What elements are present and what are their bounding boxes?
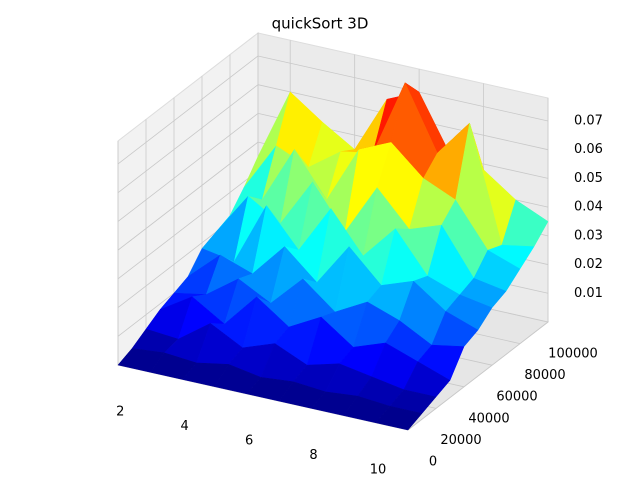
y-tick-label: 100000 bbox=[548, 347, 598, 362]
x-tick-label: 8 bbox=[309, 448, 317, 463]
y-tick-label: 0 bbox=[429, 455, 437, 470]
grid-line bbox=[117, 84, 259, 194]
z-tick-label: 0.06 bbox=[574, 142, 603, 157]
z-tick-label: 0.02 bbox=[574, 257, 603, 272]
grid-line bbox=[407, 321, 549, 431]
z-tick-label: 0.01 bbox=[574, 286, 603, 301]
z-tick-label: 0.04 bbox=[574, 200, 603, 215]
chart-title: quickSort 3D bbox=[272, 15, 369, 33]
x-tick-label: 2 bbox=[116, 405, 124, 420]
surface-cell bbox=[375, 405, 423, 431]
y-tick-label: 80000 bbox=[524, 368, 565, 383]
x-tick-label: 6 bbox=[245, 434, 253, 449]
x-tick-label: 4 bbox=[181, 419, 189, 434]
y-tick-label: 40000 bbox=[468, 411, 509, 426]
z-tick-label: 0.05 bbox=[574, 171, 603, 186]
grid-line bbox=[117, 170, 259, 280]
z-tick-label: 0.03 bbox=[574, 228, 603, 243]
grid-line bbox=[117, 141, 259, 251]
x-tick-label: 10 bbox=[370, 463, 387, 478]
y-tick-label: 60000 bbox=[496, 390, 537, 405]
grid-line bbox=[117, 113, 259, 222]
y-tick-label: 20000 bbox=[440, 433, 481, 448]
grid-line bbox=[117, 55, 259, 165]
z-tick-label: 0.07 bbox=[574, 113, 603, 128]
